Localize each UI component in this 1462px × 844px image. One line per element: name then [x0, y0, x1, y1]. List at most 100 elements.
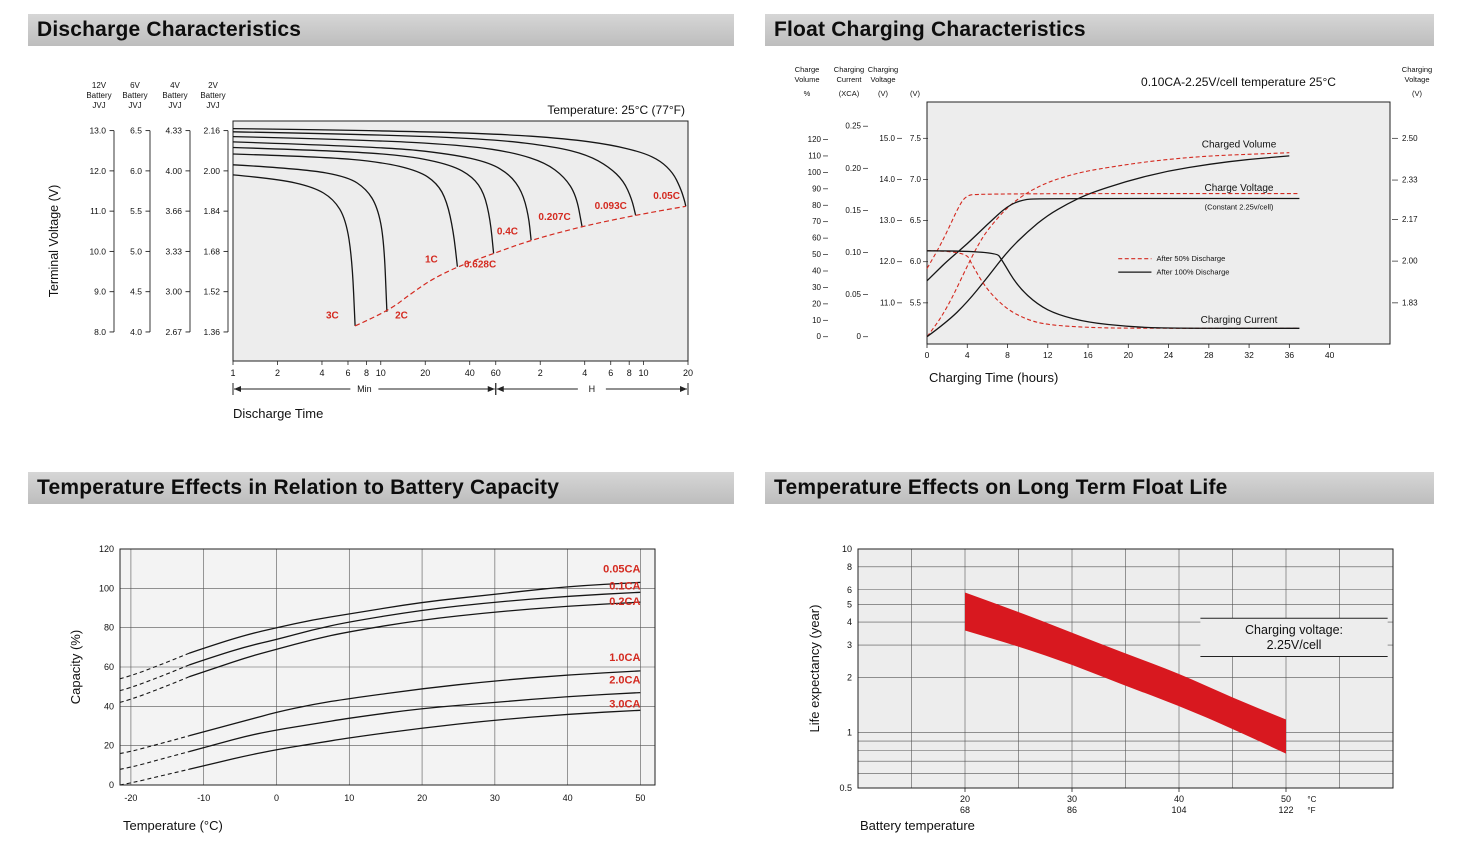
series-2C: [232, 164, 388, 312]
x-tick: 2: [538, 368, 543, 378]
series-1C: [232, 153, 459, 267]
x-axis-title: Battery temperature: [860, 818, 975, 833]
y-tick: 13.0: [879, 216, 895, 225]
x-tick: -20: [124, 793, 137, 803]
y-tick: 1.36: [203, 327, 220, 337]
y-tick: 6.5: [130, 126, 142, 136]
temp-capacity-title: Temperature Effects in Relation to Batte…: [37, 476, 560, 499]
legend-label: After 100% Discharge: [1156, 268, 1229, 277]
scale-header: JVJ: [168, 101, 181, 110]
scale-header: JVJ: [92, 101, 105, 110]
y-tick-right: 2.33: [1402, 176, 1418, 185]
y-tick: 50: [812, 250, 821, 259]
arrowhead: [496, 386, 504, 392]
y-tick: 14.0: [879, 175, 895, 184]
temp-capacity-chart: -20 -10 0 10 20 30 40 50 0 20 40 60 80 100 120 Capacity…: [68, 544, 656, 833]
x-axis-title: Charging Time (hours): [929, 370, 1058, 385]
y-tick: 6.5: [910, 216, 922, 225]
x-tick: 32: [1244, 350, 1254, 360]
y-tick: 20: [104, 741, 114, 751]
series-3C: [232, 174, 356, 326]
series-0.093C: [232, 131, 637, 216]
panel-discharge: Discharge Characteristics Terminal Volta…: [28, 14, 734, 448]
y-tick: 0.25: [845, 122, 861, 131]
float-life-title-bar: Temperature Effects on Long Term Float L…: [765, 472, 1434, 504]
arrowhead: [234, 386, 241, 392]
y-tick: 20: [812, 299, 821, 308]
x-tick: -10: [197, 793, 210, 803]
x-tick: 8: [627, 368, 632, 378]
x-tick: 1: [230, 368, 235, 378]
curve-label-2C: 2C: [395, 311, 408, 322]
y-tick-right: 1.83: [1402, 298, 1418, 307]
y-tick: 0: [817, 332, 822, 341]
x-tick-fahrenheit: 104: [1171, 805, 1186, 815]
x-tick: 6: [608, 368, 613, 378]
y-tick: 4.33: [165, 126, 182, 136]
plot-area: [232, 120, 689, 362]
series-3.0CA-dashed: [119, 768, 190, 786]
y-tick: 13.0: [89, 126, 106, 136]
y-tick: 10: [842, 544, 852, 554]
y-tick: 8.0: [94, 327, 106, 337]
y-tick: 60: [104, 662, 114, 672]
y-tick: 9.0: [94, 287, 106, 297]
axis-header: (V): [878, 89, 889, 98]
scale-header: 4V: [170, 81, 180, 90]
x-tick: 4: [319, 368, 324, 378]
axis-header: Voltage: [1404, 75, 1429, 84]
series-0.1CA: [188, 591, 641, 666]
y-tick: 80: [104, 623, 114, 633]
scale-header: Battery: [122, 91, 147, 100]
series-charge-voltage-50: [926, 193, 1300, 269]
y-tick: 6.0: [910, 257, 922, 266]
y-tick: 90: [812, 184, 821, 193]
y-tick: 40: [104, 701, 114, 711]
x-tick: 8: [364, 368, 369, 378]
series-1.0CA-dashed: [119, 735, 190, 755]
x-tick: 20: [1124, 350, 1134, 360]
y-tick: 40: [812, 266, 821, 275]
y-tick: 110: [808, 151, 821, 160]
x-tick: 10: [376, 368, 386, 378]
axis-header: Charging: [1402, 65, 1432, 74]
axis-header: (V): [910, 89, 921, 98]
y-tick: 5.5: [130, 206, 142, 216]
curve-label-3.0CA: 3.0CA: [609, 698, 640, 710]
y-tick: 5.5: [910, 298, 922, 307]
panel-temp-capacity: Temperature Effects in Relation to Batte…: [28, 472, 734, 844]
x-tick-fahrenheit: 68: [960, 805, 970, 815]
curve-label-0.1CA: 0.1CA: [609, 580, 640, 592]
y-tick: 2.67: [165, 327, 182, 337]
y-tick: 7.0: [910, 175, 922, 184]
x-tick: 50: [635, 793, 645, 803]
axis-header: Charge: [795, 65, 820, 74]
y-tick: 70: [812, 217, 821, 226]
y-tick: 1: [847, 728, 852, 738]
axis-header: %: [804, 89, 811, 98]
float-life-band: [965, 592, 1286, 754]
series-0.05CA: [188, 581, 641, 654]
curve-label-2.0CA: 2.0CA: [609, 675, 640, 687]
series-charged-volume-50: [926, 152, 1290, 338]
y-tick: 100: [808, 168, 822, 177]
axis-header: Volume: [794, 75, 819, 84]
arrowhead: [680, 386, 687, 392]
panel-float-life: Temperature Effects on Long Term Float L…: [765, 472, 1434, 844]
y-tick: 80: [812, 201, 821, 210]
time-unit-label: H: [589, 384, 596, 394]
y-tick: 6: [847, 585, 852, 595]
panel-float-charging: Float Charging Characteristics Charge Vol…: [765, 14, 1434, 448]
series-charge-voltage-100: [926, 197, 1300, 282]
legend-label: After 50% Discharge: [1156, 254, 1225, 263]
y-tick-right: 2.50: [1402, 134, 1418, 143]
annotation-Charging-Current: Charging Current: [1201, 315, 1278, 326]
series-2.0CA-dashed: [119, 751, 190, 770]
celsius-unit-label: °C: [1307, 795, 1316, 804]
float-life-title: Temperature Effects on Long Term Float L…: [774, 476, 1228, 499]
temperature-note: Temperature: 25°C (77°F): [547, 103, 685, 117]
curve-label-0.628C: 0.628C: [464, 260, 496, 271]
time-unit-label: Min: [357, 384, 372, 394]
y-tick: 1.68: [203, 246, 220, 256]
